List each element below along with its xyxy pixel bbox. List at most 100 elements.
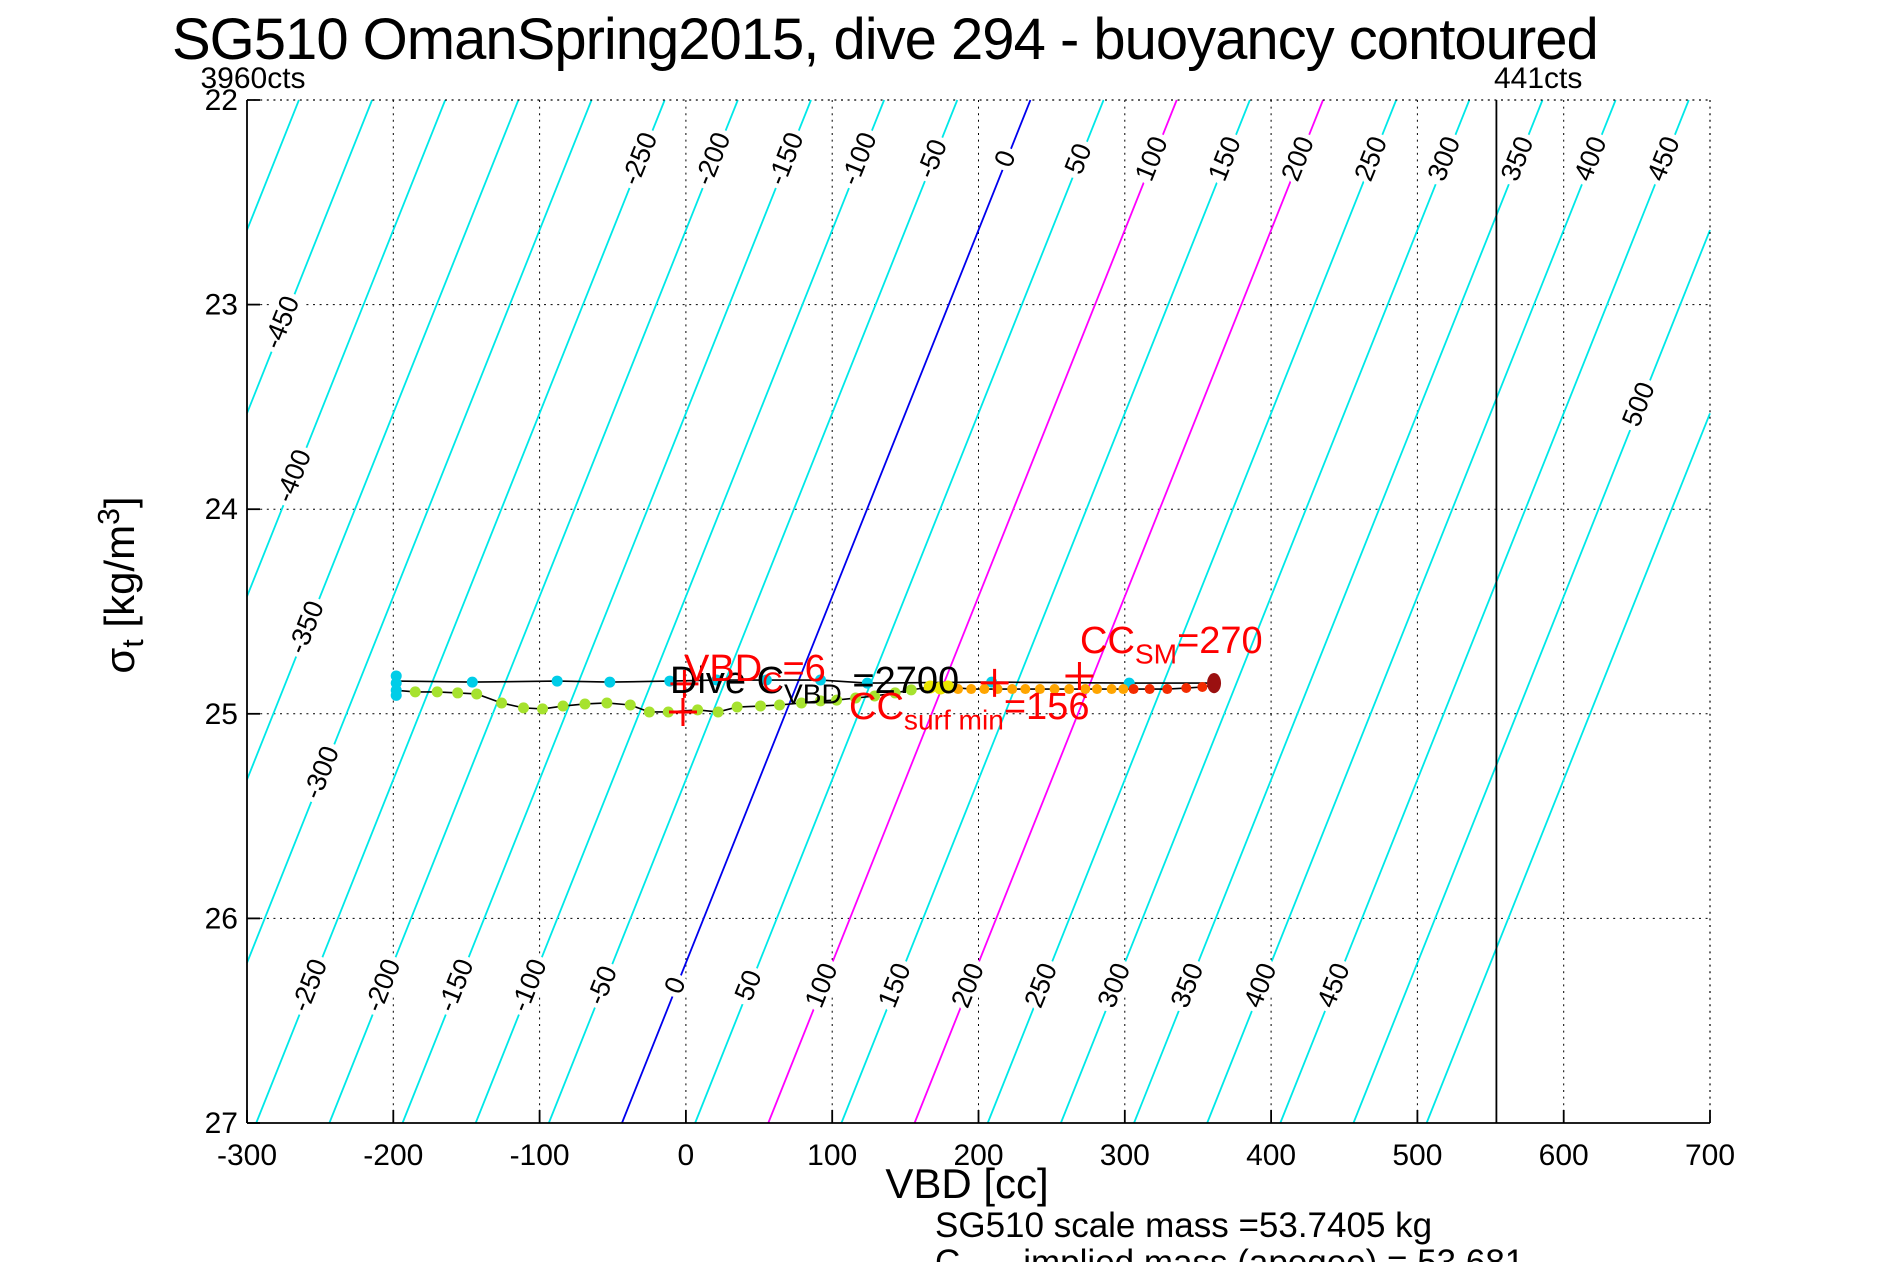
contour-line-300 [1060, 99, 1471, 1124]
dive-samples-point [711, 674, 723, 686]
climb-shallow-samples-point [966, 684, 977, 695]
y-tick-label-26: 26 [205, 902, 238, 935]
surface-samples-point [1144, 684, 1155, 695]
contour-label-50: 50 [729, 966, 768, 1005]
contour-line-100 [767, 99, 1178, 1124]
contour-label-250: 250 [1348, 132, 1393, 185]
vbd-min-counts-label: 3960cts [200, 62, 306, 95]
climb-samples-point [795, 697, 807, 709]
dive-samples-point [760, 674, 772, 686]
contour-label-100: 100 [799, 959, 844, 1012]
contour-line-450 [1279, 99, 1690, 1124]
y-unit-exponent: 3 [92, 508, 126, 525]
page-title: SG510 OmanSpring2015, dive 294 - buoyanc… [172, 7, 1599, 72]
contour-label-0: 0 [988, 146, 1021, 171]
plus-markers [668, 661, 1094, 726]
plus-marker [1065, 661, 1094, 690]
contour-label--450: -450 [257, 292, 305, 353]
climb-samples-point [579, 698, 591, 710]
contour-line-250 [986, 99, 1398, 1124]
dive-start-cluster-point [390, 689, 402, 701]
contour-label-150: 150 [872, 959, 917, 1012]
climb-samples-point [905, 684, 917, 696]
x-tick-label-100: 100 [807, 1139, 857, 1172]
climb-samples-point [662, 706, 674, 718]
contour-label-300: 300 [1092, 959, 1137, 1012]
climb-samples-point [869, 690, 881, 702]
climb-samples-point [518, 702, 530, 714]
annotation-cc-surf-min: CCsurf min=156 [849, 686, 1090, 736]
climb-samples-point [850, 692, 862, 704]
contour-label-400: 400 [1568, 132, 1613, 185]
end-marker [1207, 673, 1222, 694]
contour-label-450: 450 [1641, 132, 1686, 185]
contour-label--300: -300 [297, 742, 345, 803]
dive-samples-point [604, 676, 616, 688]
contour-label-450: 450 [1311, 959, 1356, 1012]
climb-shallow-samples-point [1092, 684, 1103, 695]
contour-line--300 [246, 99, 593, 964]
contour-line--200 [328, 99, 739, 1124]
x-axis-label: VBD [cc] [885, 1160, 1049, 1207]
contour-label-200: 200 [1275, 132, 1320, 185]
climb-shallow-samples [953, 684, 1129, 695]
y-unit-pre: [kg/m [95, 524, 143, 640]
dive-samples-point [861, 677, 873, 689]
dive-start-cluster [390, 670, 402, 701]
sigma-symbol: σ [95, 647, 143, 674]
contour-label--100: -100 [835, 128, 883, 189]
plus-marker [670, 669, 699, 698]
end-marker-point [1207, 673, 1222, 694]
climb-samples-point [496, 697, 508, 709]
contour-label-400: 400 [1238, 959, 1283, 1012]
contour-label-350: 350 [1495, 132, 1540, 185]
y-unit-post: ] [95, 496, 143, 509]
climb-samples-point [452, 687, 464, 699]
contour-line-350 [1133, 99, 1544, 1124]
climb-shallow-samples-point [1049, 684, 1060, 695]
climb-samples-point [731, 701, 743, 713]
climb-samples-point [889, 687, 901, 699]
contour-line-200 [913, 99, 1324, 1124]
surface-samples [1128, 681, 1208, 695]
contour-label-300: 300 [1422, 132, 1467, 185]
contour-line--100 [474, 99, 885, 1124]
climb-shallow-samples-point [1118, 684, 1129, 695]
x-tick-label-600: 600 [1539, 1139, 1589, 1172]
climb-samples-point [601, 697, 613, 709]
x-tick-label-300: 300 [1100, 1139, 1150, 1172]
climb-samples-point [624, 699, 636, 711]
contour-line--500 [246, 99, 300, 231]
neutral-samples-point [923, 680, 937, 694]
x-tick-label-700: 700 [1685, 1139, 1735, 1172]
contour-label--50: -50 [581, 962, 623, 1009]
y-tick-label-22: 22 [205, 84, 238, 117]
neutral-samples-point [941, 680, 955, 694]
contour-line--450 [246, 99, 373, 414]
climb-samples [409, 684, 917, 718]
climb-samples-point [431, 686, 443, 698]
contour-line--350 [246, 99, 520, 781]
scale-mass-text: SG510 scale mass =53.7405 kg [935, 1206, 1433, 1245]
contour-label-0: 0 [658, 973, 691, 998]
climb-samples-point [537, 703, 549, 715]
plus-marker [980, 668, 1009, 697]
vbd-max-counts-label: 441cts [1494, 62, 1583, 95]
contour-label--350: -350 [282, 596, 330, 657]
surface-samples-point [1128, 684, 1139, 695]
climb-samples-point [643, 706, 655, 718]
climb-samples-point [774, 699, 786, 711]
x-tick-label--200: -200 [363, 1139, 423, 1172]
climb-shallow-samples-point [1106, 684, 1117, 695]
contour-label--100: -100 [505, 955, 553, 1016]
contour-label-250: 250 [1018, 959, 1063, 1012]
contour-line-550 [1425, 412, 1711, 1124]
climb-samples-point [409, 686, 421, 698]
contour-label-200: 200 [945, 959, 990, 1012]
contour-label--150: -150 [762, 128, 810, 189]
contour-label-350: 350 [1165, 959, 1210, 1012]
x-tick-label--100: -100 [510, 1139, 570, 1172]
contour-label--400: -400 [269, 445, 317, 506]
climb-shallow-samples-point [1034, 684, 1045, 695]
climb-shallow-samples-point [1064, 684, 1075, 695]
